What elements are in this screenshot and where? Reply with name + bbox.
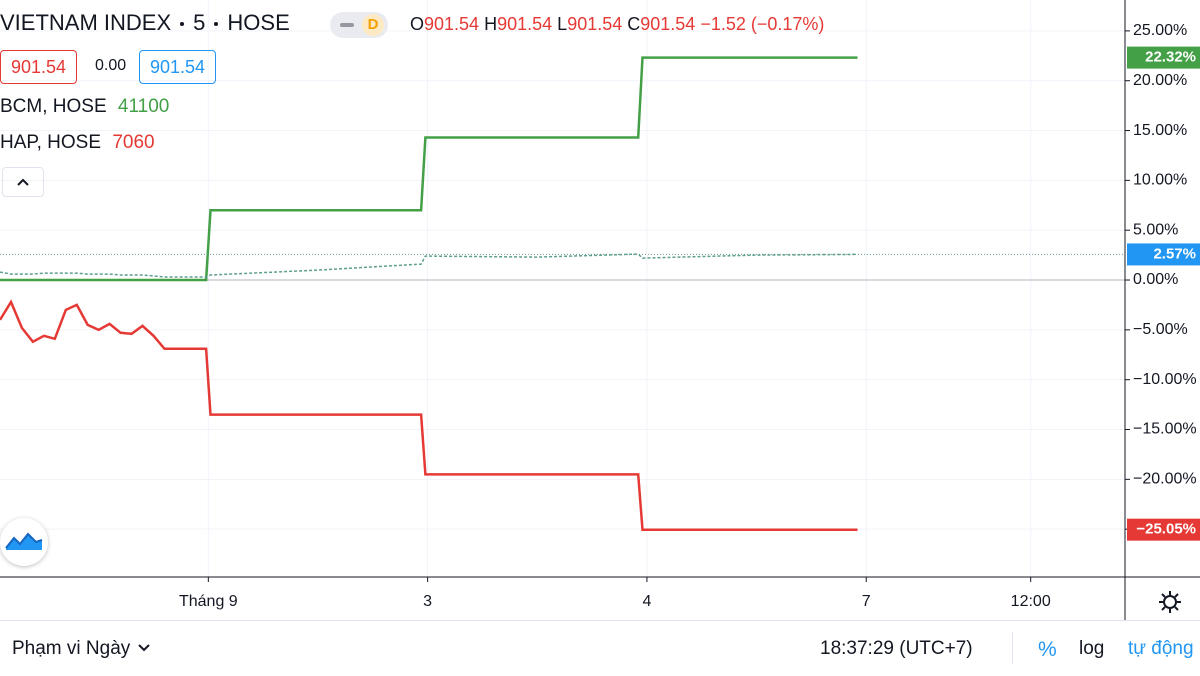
ohlc-value: 901.54: [640, 14, 696, 34]
logo[interactable]: [0, 518, 48, 566]
y-tick-label: 5.00%: [1133, 221, 1178, 238]
legend-price: 41100: [117, 96, 170, 117]
last-value-label: −25.05%: [1136, 521, 1196, 538]
series-line: [0, 253, 858, 278]
auto-toggle[interactable]: tự động: [1128, 638, 1194, 659]
x-tick-label: 12:00: [1011, 593, 1051, 610]
x-tick-label: Tháng 9: [179, 593, 238, 610]
y-tick-label: −15.00%: [1133, 421, 1197, 438]
last-value-label: 22.32%: [1145, 49, 1196, 66]
legend-item: BCM, HOSE 41100: [0, 96, 169, 118]
x-tick-label: 7: [862, 593, 871, 610]
symbol: VIETNAM INDEX: [0, 10, 172, 35]
ohlc: O901.54 H901.54 L901.54 C901.54 −1.52 (−…: [410, 14, 824, 35]
chevron: [17, 178, 29, 186]
resolution-badge: D: [362, 14, 384, 36]
interval[interactable]: 5: [193, 10, 206, 35]
ask-box[interactable]: 901.54: [139, 50, 217, 84]
range-label: Phạm vi Ngày: [12, 638, 131, 659]
ohlc-value: 901.54: [424, 14, 480, 34]
ohlc-key: L: [557, 14, 568, 34]
grid: [0, 0, 1125, 577]
settings-icon[interactable]: [1156, 588, 1184, 616]
y-tick-label: 0.00%: [1133, 271, 1178, 288]
legend-name: HAP, HOSE: [0, 132, 102, 153]
dropdown-arrow: [137, 644, 150, 652]
status-dash: [340, 23, 354, 27]
percent-toggle[interactable]: %: [1038, 638, 1057, 661]
series-line: [0, 56, 858, 282]
series-line: [0, 299, 858, 531]
x-tick-label: 3: [423, 593, 432, 610]
y-tick-label: −5.00%: [1133, 321, 1188, 338]
chart-header: VIETNAM INDEX 5 HOSE: [0, 10, 290, 36]
ohlc-value: 901.54: [497, 14, 553, 34]
last-value-badge: [1127, 243, 1200, 266]
last-value-badge: [1127, 46, 1200, 69]
y-tick-label: 15.00%: [1133, 122, 1187, 139]
chart: Tháng 9 3 4 7 12:00 25.00% 20.00% 15.00% 10.00% 5…: [0, 0, 1200, 620]
y-tick-label: 25.00%: [1133, 22, 1187, 39]
change: −1.52 (−0.17%): [700, 14, 825, 34]
separator: [1012, 632, 1013, 664]
log-toggle[interactable]: log: [1079, 638, 1105, 659]
y-tick-label: 10.00%: [1133, 172, 1187, 189]
exchange: HOSE: [227, 10, 290, 35]
logo-icon: [5, 532, 43, 550]
ohlc-key: C: [627, 14, 641, 34]
ohlc-key: H: [484, 14, 498, 34]
legend-price: 7060: [112, 132, 155, 153]
bid-box[interactable]: 901.54: [0, 50, 78, 84]
legend-item: HAP, HOSE 7060: [0, 132, 155, 154]
last-value-badge: [1127, 518, 1200, 541]
y-tick-label: −20.00%: [1133, 471, 1197, 488]
bottom-bar: [0, 620, 1200, 676]
legend-name: BCM, HOSE: [0, 96, 107, 117]
y-tick-label: 20.00%: [1133, 72, 1187, 89]
ohlc-key: O: [410, 14, 425, 34]
spread: 0.00: [95, 57, 127, 74]
last-value-label: 2.57%: [1153, 245, 1196, 262]
y-tick-label: −10.00%: [1133, 371, 1197, 388]
status-pill[interactable]: D: [330, 12, 388, 38]
x-tick-label: 4: [642, 593, 651, 610]
collapse-button[interactable]: [2, 167, 44, 197]
ohlc-value: 901.54: [567, 14, 623, 34]
range-selector[interactable]: Phạm vi Ngày: [12, 638, 152, 660]
clock: 18:37:29 (UTC+7): [820, 638, 973, 659]
